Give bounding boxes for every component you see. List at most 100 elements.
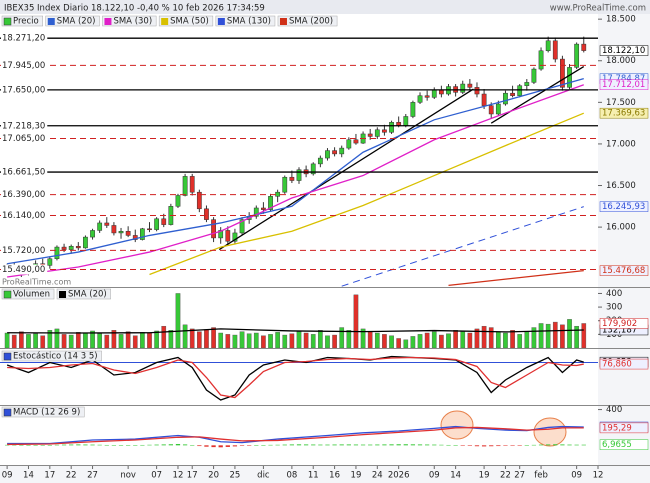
histogram-bar xyxy=(12,444,17,446)
candle-body xyxy=(118,231,124,234)
value-label-bg xyxy=(599,422,649,434)
histogram-bar xyxy=(190,445,195,446)
legend-bg xyxy=(1,15,43,27)
histogram-bar xyxy=(403,444,408,446)
y-tick-label: 17.000 xyxy=(606,139,636,149)
volume-bar xyxy=(517,334,523,348)
legend-bg xyxy=(45,15,100,27)
volume-bar xyxy=(75,332,81,348)
volume-bar xyxy=(303,332,309,348)
highlight xyxy=(440,410,474,440)
volume-bar xyxy=(382,334,387,348)
candle-body xyxy=(68,245,74,250)
volume-bar xyxy=(410,336,416,348)
x-tick-label: 25 xyxy=(230,471,241,481)
x-tick-label: 08 xyxy=(286,471,297,481)
volume-bar xyxy=(488,327,494,348)
candle-body xyxy=(261,207,266,210)
histogram-bar xyxy=(446,444,451,446)
level-label: 17.945,00 xyxy=(2,61,45,71)
volume-bar xyxy=(83,332,88,348)
value-label: 179,902 xyxy=(602,319,637,329)
level-label: 18.271,20 xyxy=(2,34,45,44)
volume-bar xyxy=(552,321,558,348)
legend-swatch xyxy=(3,408,12,417)
indicator-line xyxy=(149,112,585,276)
volume-bar xyxy=(396,338,402,348)
candle-body xyxy=(154,218,160,230)
histogram-bar xyxy=(296,444,302,446)
volume-bar xyxy=(211,327,216,348)
legend-bg xyxy=(1,350,102,362)
legend-bg xyxy=(102,15,157,27)
level-label: 15.720,00 xyxy=(2,246,45,256)
histogram-bar xyxy=(204,445,209,447)
candle-body xyxy=(538,50,544,70)
level-label: 17.065,00 xyxy=(2,134,45,144)
watermark: www.ProRealTime.com xyxy=(550,4,646,14)
volume-bar xyxy=(403,339,409,348)
volume-bar xyxy=(246,333,252,348)
legend-swatch xyxy=(59,291,67,298)
volume-bar xyxy=(431,331,437,348)
volume-bar xyxy=(296,331,302,348)
highlight xyxy=(533,417,567,447)
histogram-bar xyxy=(517,445,522,446)
volume-bar xyxy=(90,330,95,348)
volume-bar xyxy=(189,328,195,348)
candle-body xyxy=(147,228,152,231)
histogram-bar xyxy=(175,443,181,446)
histogram-bar xyxy=(474,445,480,447)
histogram-bar xyxy=(560,444,565,446)
histogram-bar xyxy=(318,444,323,446)
legend-bg xyxy=(215,15,276,27)
legend-label: Volumen xyxy=(13,290,50,300)
histogram-bar xyxy=(503,445,508,446)
candle-body xyxy=(367,133,373,137)
level-label-bg xyxy=(1,84,48,95)
candle-body xyxy=(431,89,437,98)
candle-body xyxy=(346,139,352,149)
histogram-bar xyxy=(332,444,337,446)
candle-body xyxy=(132,235,138,240)
panel xyxy=(4,293,587,348)
level-label-bg xyxy=(1,189,48,200)
legend-label: MACD (12 26 9) xyxy=(13,408,80,418)
histogram-bar xyxy=(346,444,351,446)
candle-body xyxy=(139,228,145,240)
histogram-bar xyxy=(261,445,266,446)
volume-bar xyxy=(196,331,202,348)
value-label: 17.784,87 xyxy=(602,74,645,84)
value-label: 17.369,63 xyxy=(602,109,645,119)
volume-bar xyxy=(275,332,280,348)
candle-body xyxy=(460,83,466,93)
histogram-bar xyxy=(353,444,359,446)
y-tick-label: 18.000 xyxy=(606,56,636,66)
histogram-bar xyxy=(40,445,45,446)
volume-bar xyxy=(204,329,209,348)
candle-body xyxy=(232,232,238,242)
candle-body xyxy=(495,103,501,115)
x-tick-label: 12 xyxy=(173,471,184,481)
level-label: 17.218,30 xyxy=(2,121,45,131)
volume-bar xyxy=(11,334,17,348)
histogram-bar xyxy=(218,445,223,448)
legend-swatch xyxy=(47,18,55,25)
x-axis-bg xyxy=(0,466,650,483)
source: ProRealTime.com xyxy=(2,278,71,287)
volume-bar xyxy=(332,334,337,348)
value-label: 6,9655 xyxy=(602,440,632,450)
x-tick-label: 07 xyxy=(151,471,162,481)
candle-body xyxy=(175,195,181,207)
level-label: 15.490,00 xyxy=(2,265,45,275)
legend-bg xyxy=(277,15,338,27)
histogram-bar xyxy=(168,444,173,446)
histogram-bar xyxy=(161,444,166,446)
volume-bar xyxy=(567,319,572,348)
candle-body xyxy=(310,163,316,175)
indicator-line xyxy=(7,84,584,278)
histogram-bar xyxy=(104,444,109,446)
candle-body xyxy=(47,258,53,266)
histogram-bar xyxy=(467,445,472,446)
level-label-bg xyxy=(1,60,48,71)
